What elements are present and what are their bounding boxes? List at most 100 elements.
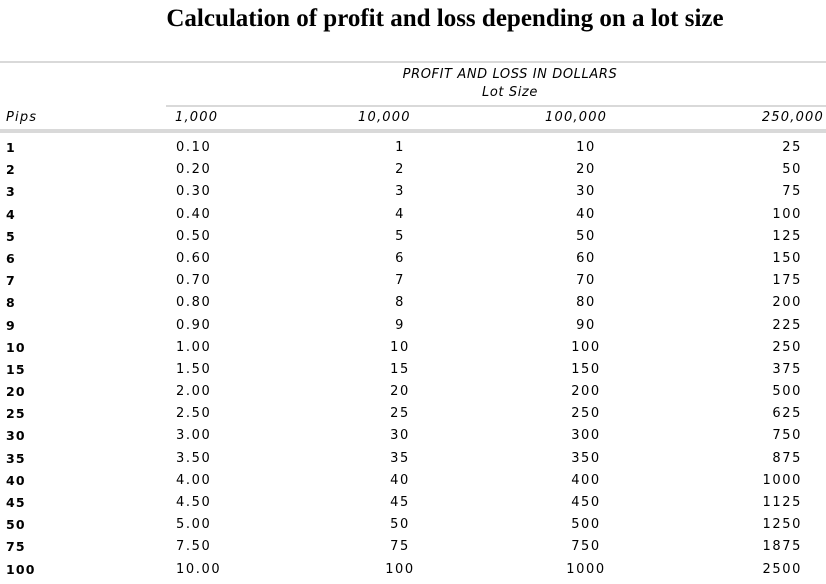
cell-pips: 40 (6, 472, 26, 488)
cell-lot-250000: 150 (772, 250, 802, 266)
cell-lot-100000: 500 (571, 517, 601, 533)
cell-pips: 30 (6, 428, 26, 444)
cell-lot-10000: 4 (395, 206, 405, 222)
cell-lot-1000: 4.00 (176, 472, 212, 488)
cell-lot-1000: 5.00 (176, 517, 212, 533)
cell-lot-100000: 70 (576, 273, 596, 289)
cell-lot-100000: 350 (571, 450, 601, 466)
cell-lot-100000: 10 (576, 140, 596, 155)
cell-lot-10000: 3 (395, 184, 405, 200)
cell-lot-250000: 625 (772, 406, 802, 422)
cell-lot-250000: 375 (772, 361, 802, 377)
page-title: Calculation of profit and loss depending… (166, 5, 724, 32)
table-group-title: PROFIT AND LOSS IN DOLLARS (402, 67, 618, 82)
cell-lot-250000: 1250 (762, 517, 802, 533)
cell-lot-1000: 0.10 (176, 140, 212, 155)
cell-pips: 25 (6, 406, 26, 422)
cell-lot-10000: 10 (390, 339, 410, 355)
cell-pips: 45 (6, 495, 26, 510)
cell-lot-10000: 1 (395, 140, 405, 155)
table-row: 2 0.20 2 20 50 (0, 159, 826, 181)
cell-lot-100000: 1000 (566, 561, 606, 577)
cell-lot-100000: 200 (571, 384, 601, 400)
cell-lot-250000: 500 (772, 384, 802, 400)
cell-lot-1000: 0.90 (176, 317, 212, 333)
cell-lot-100000: 300 (571, 428, 601, 444)
cell-lot-1000: 4.50 (176, 495, 212, 510)
cell-lot-1000: 0.60 (176, 250, 212, 266)
cell-lot-250000: 2500 (762, 561, 802, 577)
cell-lot-1000: 7.50 (176, 539, 212, 555)
table-row: 3 0.30 3 30 75 (0, 181, 826, 203)
cell-lot-100000: 80 (576, 295, 596, 311)
cell-lot-250000: 875 (772, 450, 802, 466)
cell-lot-10000: 5 (395, 228, 405, 244)
cell-pips: 100 (6, 561, 36, 577)
table-row: 7 0.70 7 70 175 (0, 270, 826, 292)
cell-lot-250000: 75 (782, 184, 802, 200)
table-row: 9 0.90 9 90 225 (0, 315, 826, 337)
cell-pips: 2 (6, 162, 16, 178)
cell-lot-10000: 2 (395, 162, 405, 178)
cell-lot-10000: 9 (395, 317, 405, 333)
header-rule (0, 129, 826, 133)
table-row: 4 0.40 4 40 100 (0, 204, 826, 226)
cell-lot-100000: 60 (576, 250, 596, 266)
cell-pips: 35 (6, 450, 26, 466)
cell-pips: 20 (6, 384, 26, 400)
cell-lot-250000: 250 (772, 339, 802, 355)
table-top-rule (0, 61, 826, 63)
cell-pips: 1 (6, 140, 16, 155)
cell-pips: 50 (6, 517, 26, 533)
cell-lot-250000: 1000 (762, 472, 802, 488)
cell-lot-250000: 125 (772, 228, 802, 244)
cell-lot-100000: 150 (571, 361, 601, 377)
column-header-lot-250000: 250,000 (761, 110, 824, 125)
table-group-subtitle: Lot Size (482, 85, 538, 100)
cell-pips: 3 (6, 184, 16, 200)
cell-pips: 4 (6, 206, 16, 222)
table-row: 5 0.50 5 50 125 (0, 226, 826, 248)
table-row: 50 5.00 50 500 1250 (0, 514, 826, 536)
table-row: 8 0.80 8 80 200 (0, 292, 826, 314)
cell-lot-10000: 15 (390, 361, 410, 377)
cell-lot-250000: 1125 (762, 495, 802, 510)
cell-pips: 7 (6, 273, 16, 289)
cell-lot-1000: 2.50 (176, 406, 212, 422)
cell-lot-250000: 750 (772, 428, 802, 444)
cell-lot-10000: 75 (390, 539, 410, 555)
cell-lot-10000: 25 (390, 406, 410, 422)
cell-lot-100000: 450 (571, 495, 601, 510)
table-row: 10 1.00 10 100 250 (0, 337, 826, 359)
column-header-lot-100000: 100,000 (545, 110, 608, 125)
cell-pips: 9 (6, 317, 16, 333)
column-header-lot-10000: 10,000 (358, 110, 411, 125)
table-row: 25 2.50 25 250 625 (0, 403, 826, 425)
column-header-pips: Pips (6, 110, 38, 125)
cell-pips: 5 (6, 228, 16, 244)
cell-lot-1000: 0.50 (176, 228, 212, 244)
cell-lot-10000: 50 (390, 517, 410, 533)
cell-lot-1000: 0.70 (176, 273, 212, 289)
cell-lot-100000: 20 (576, 162, 596, 178)
cell-lot-10000: 30 (390, 428, 410, 444)
table-row: 35 3.50 35 350 875 (0, 448, 826, 470)
cell-pips: 75 (6, 539, 26, 555)
cell-lot-10000: 6 (395, 250, 405, 266)
cell-lot-1000: 0.40 (176, 206, 212, 222)
cell-pips: 10 (6, 339, 26, 355)
cell-lot-10000: 20 (390, 384, 410, 400)
cell-lot-250000: 225 (772, 317, 802, 333)
table-row: 20 2.00 20 200 500 (0, 381, 826, 403)
table-row: 45 4.50 45 450 1125 (0, 492, 826, 514)
cell-lot-1000: 0.20 (176, 162, 212, 178)
table-row: 75 7.50 75 750 1875 (0, 536, 826, 558)
cell-lot-250000: 25 (782, 140, 802, 155)
cell-lot-10000: 8 (395, 295, 405, 311)
cell-pips: 6 (6, 250, 16, 266)
cell-lot-1000: 2.00 (176, 384, 212, 400)
table-row: 6 0.60 6 60 150 (0, 248, 826, 270)
cell-lot-250000: 1875 (762, 539, 802, 555)
cell-lot-10000: 100 (385, 561, 415, 577)
cell-lot-250000: 175 (772, 273, 802, 289)
